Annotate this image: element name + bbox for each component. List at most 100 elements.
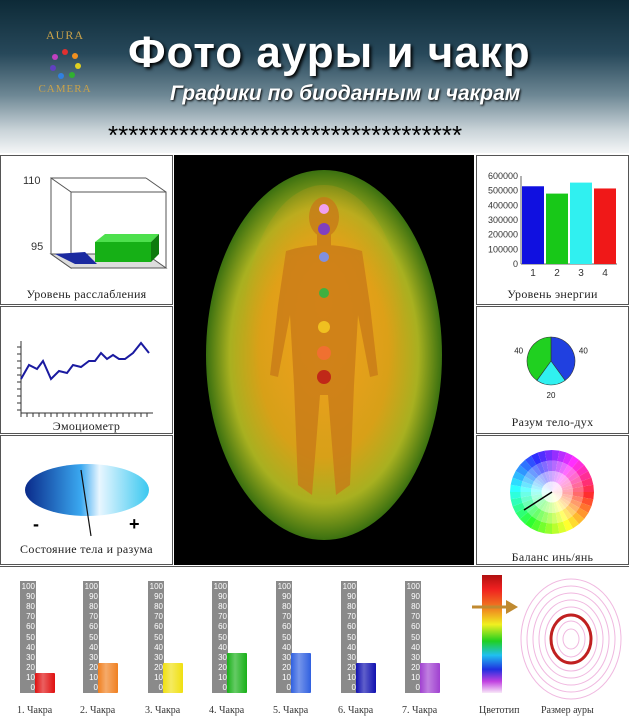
energy-bar: [522, 186, 544, 264]
chakra-scale-tick: 90: [282, 592, 291, 602]
energy-xtick: 4: [602, 268, 608, 279]
relaxation-label: Уровень расслабления: [26, 287, 147, 301]
chakra-scale-tick: 80: [89, 602, 98, 612]
chakra-scale-tick: 40: [411, 642, 420, 652]
chakra-label: 1. Чакра: [17, 705, 53, 716]
chakra-scale-tick: 90: [154, 592, 163, 602]
chakra-gauge: 100 90 80 70 60 50 40 30 20 10 0: [20, 581, 55, 697]
chakra-scale-tick: 30: [282, 652, 291, 662]
colortype-gradient-bar: [482, 575, 502, 693]
yin-yang-label: Баланс инь/янь: [511, 550, 594, 564]
chakra-scale-tick: 50: [89, 632, 98, 642]
chakra-scale-tick: 90: [218, 592, 227, 602]
energy-ytick: 100000: [488, 244, 518, 254]
chakra-scale-tick: 80: [26, 602, 35, 612]
chakra-scale-tick: 30: [26, 652, 35, 662]
chakra-scale-tick: 50: [347, 632, 356, 642]
chakra-scale-tick: 90: [347, 592, 356, 602]
chakra-label: 7. Чакра: [402, 705, 438, 716]
chakra-scale-tick: 0: [351, 683, 356, 692]
chakra-scale-tick: 20: [89, 662, 98, 672]
chakra-scale-tick: 70: [282, 612, 291, 622]
chakra-scale-tick: 0: [93, 683, 98, 692]
chakra-scale-tick: 0: [30, 683, 35, 692]
chakra-gauge: 100 90 80 70 60 50 40 30 20 10 0: [83, 581, 118, 697]
chakra-scale: 100 90 80 70 60 50 40 30 20 10 0: [20, 581, 36, 693]
energy-ytick: 500000: [488, 186, 518, 196]
chakra-scale-tick: 40: [26, 642, 35, 652]
plus-sign: +: [129, 514, 140, 534]
chakra-scale-tick: 50: [154, 632, 163, 642]
chakra-level-bar: [291, 652, 311, 693]
tick-110: 110: [23, 175, 41, 187]
chakra-scale-tick: 60: [347, 622, 356, 632]
stars-divider: ***********************************: [108, 120, 463, 150]
chakra-scale-tick: 90: [26, 592, 35, 602]
chakra-gauge: 100 90 80 70 60 50 40 30 20 10 0: [276, 581, 311, 697]
chakra-scale-tick: 70: [89, 612, 98, 622]
aura-body-image: [206, 170, 442, 540]
chakra-scale-tick: 50: [411, 632, 420, 642]
aura-photo: [174, 155, 474, 565]
chakra-scale-tick: 70: [218, 612, 227, 622]
chakra-scale-tick: 50: [218, 632, 227, 642]
chakra-scale-tick: 30: [89, 652, 98, 662]
chakra-scale-tick: 70: [154, 612, 163, 622]
chakra-gauge: 100 90 80 70 60 50 40 30 20 10 0: [341, 581, 376, 697]
chakra-scale-tick: 60: [282, 622, 291, 632]
chakra-scale-tick: 20: [154, 662, 163, 672]
energy-label: Уровень энергии: [507, 287, 598, 301]
aura-size-label: Размер ауры: [541, 705, 594, 716]
mind-body-label: Разум тело-дух: [511, 415, 594, 429]
chakra-scale-tick: 20: [218, 662, 227, 672]
chakra-gauge: 100 90 80 70 60 50 40 30 20 10 0: [405, 581, 440, 697]
chakra-scale-tick: 100: [342, 582, 356, 591]
chakra-level-bar: [98, 662, 118, 693]
chakra-dots: [317, 204, 331, 384]
energy-ytick: 0: [513, 259, 518, 269]
chakra-label: 3. Чакра: [145, 705, 181, 716]
yin-yang-panel: Баланс инь/янь: [476, 435, 629, 565]
chakra-scale-tick: 40: [218, 642, 227, 652]
chakra-label: 2. Чакра: [80, 705, 116, 716]
energy-ytick: 300000: [488, 215, 518, 225]
chakra-scale-tick: 50: [26, 632, 35, 642]
relaxation-bar: [95, 242, 151, 262]
chakra-scale-tick: 10: [218, 672, 227, 682]
chakra-scale-tick: 30: [218, 652, 227, 662]
aura-size-ring: [549, 613, 593, 665]
energy-ytick: 600000: [488, 171, 518, 181]
chakra-scale-tick: 100: [277, 582, 291, 591]
chakra-scale-tick: 90: [411, 592, 420, 602]
energy-xtick: 1: [530, 268, 536, 279]
chakra-scale-tick: 20: [411, 662, 420, 672]
pie-label: 40: [514, 346, 523, 355]
chakra-scale-tick: 70: [411, 612, 420, 622]
colortype-label: Цветотип: [479, 705, 520, 716]
chakra-scale-tick: 0: [222, 683, 227, 692]
wheel-needle: [523, 491, 553, 511]
tick-95: 95: [31, 241, 43, 253]
chakra-scale-tick: 30: [411, 652, 420, 662]
chakra-gauge: 100 90 80 70 60 50 40 30 20 10 0: [212, 581, 247, 697]
logo-top-text: AURA: [45, 28, 84, 42]
aura-size-target: [520, 578, 622, 700]
chakra-scale-tick: 60: [411, 622, 420, 632]
chakra-scale-tick: 40: [154, 642, 163, 652]
chakra-scale-tick: 20: [26, 662, 35, 672]
chakra-strip: 100 90 80 70 60 50 40 30 20 10 0 1. Чакра 100 90 80 70 6…: [0, 566, 629, 728]
relaxation-panel: 110 95 Уровень расслабления: [0, 155, 173, 305]
color-wheel-chart: [510, 450, 594, 534]
pie-label: 20: [547, 391, 556, 400]
energy-bar: [570, 182, 592, 264]
chakra-label: 4. Чакра: [209, 705, 245, 716]
emotiometer-label: Эмоциометр: [52, 419, 121, 433]
page-subtitle: Графики по биоданным и чакрам: [170, 82, 521, 105]
chakra-scale: 100 90 80 70 60 50 40 30 20 10 0: [276, 581, 292, 693]
chakra-scale: 100 90 80 70 60 50 40 30 20 10 0: [405, 581, 421, 693]
minus-sign: -: [33, 514, 39, 534]
chakra-scale-tick: 10: [411, 672, 420, 682]
logo-dots-icon: [50, 49, 81, 79]
chakra-label: 5. Чакра: [273, 705, 309, 716]
chakra-scale-tick: 80: [218, 602, 227, 612]
